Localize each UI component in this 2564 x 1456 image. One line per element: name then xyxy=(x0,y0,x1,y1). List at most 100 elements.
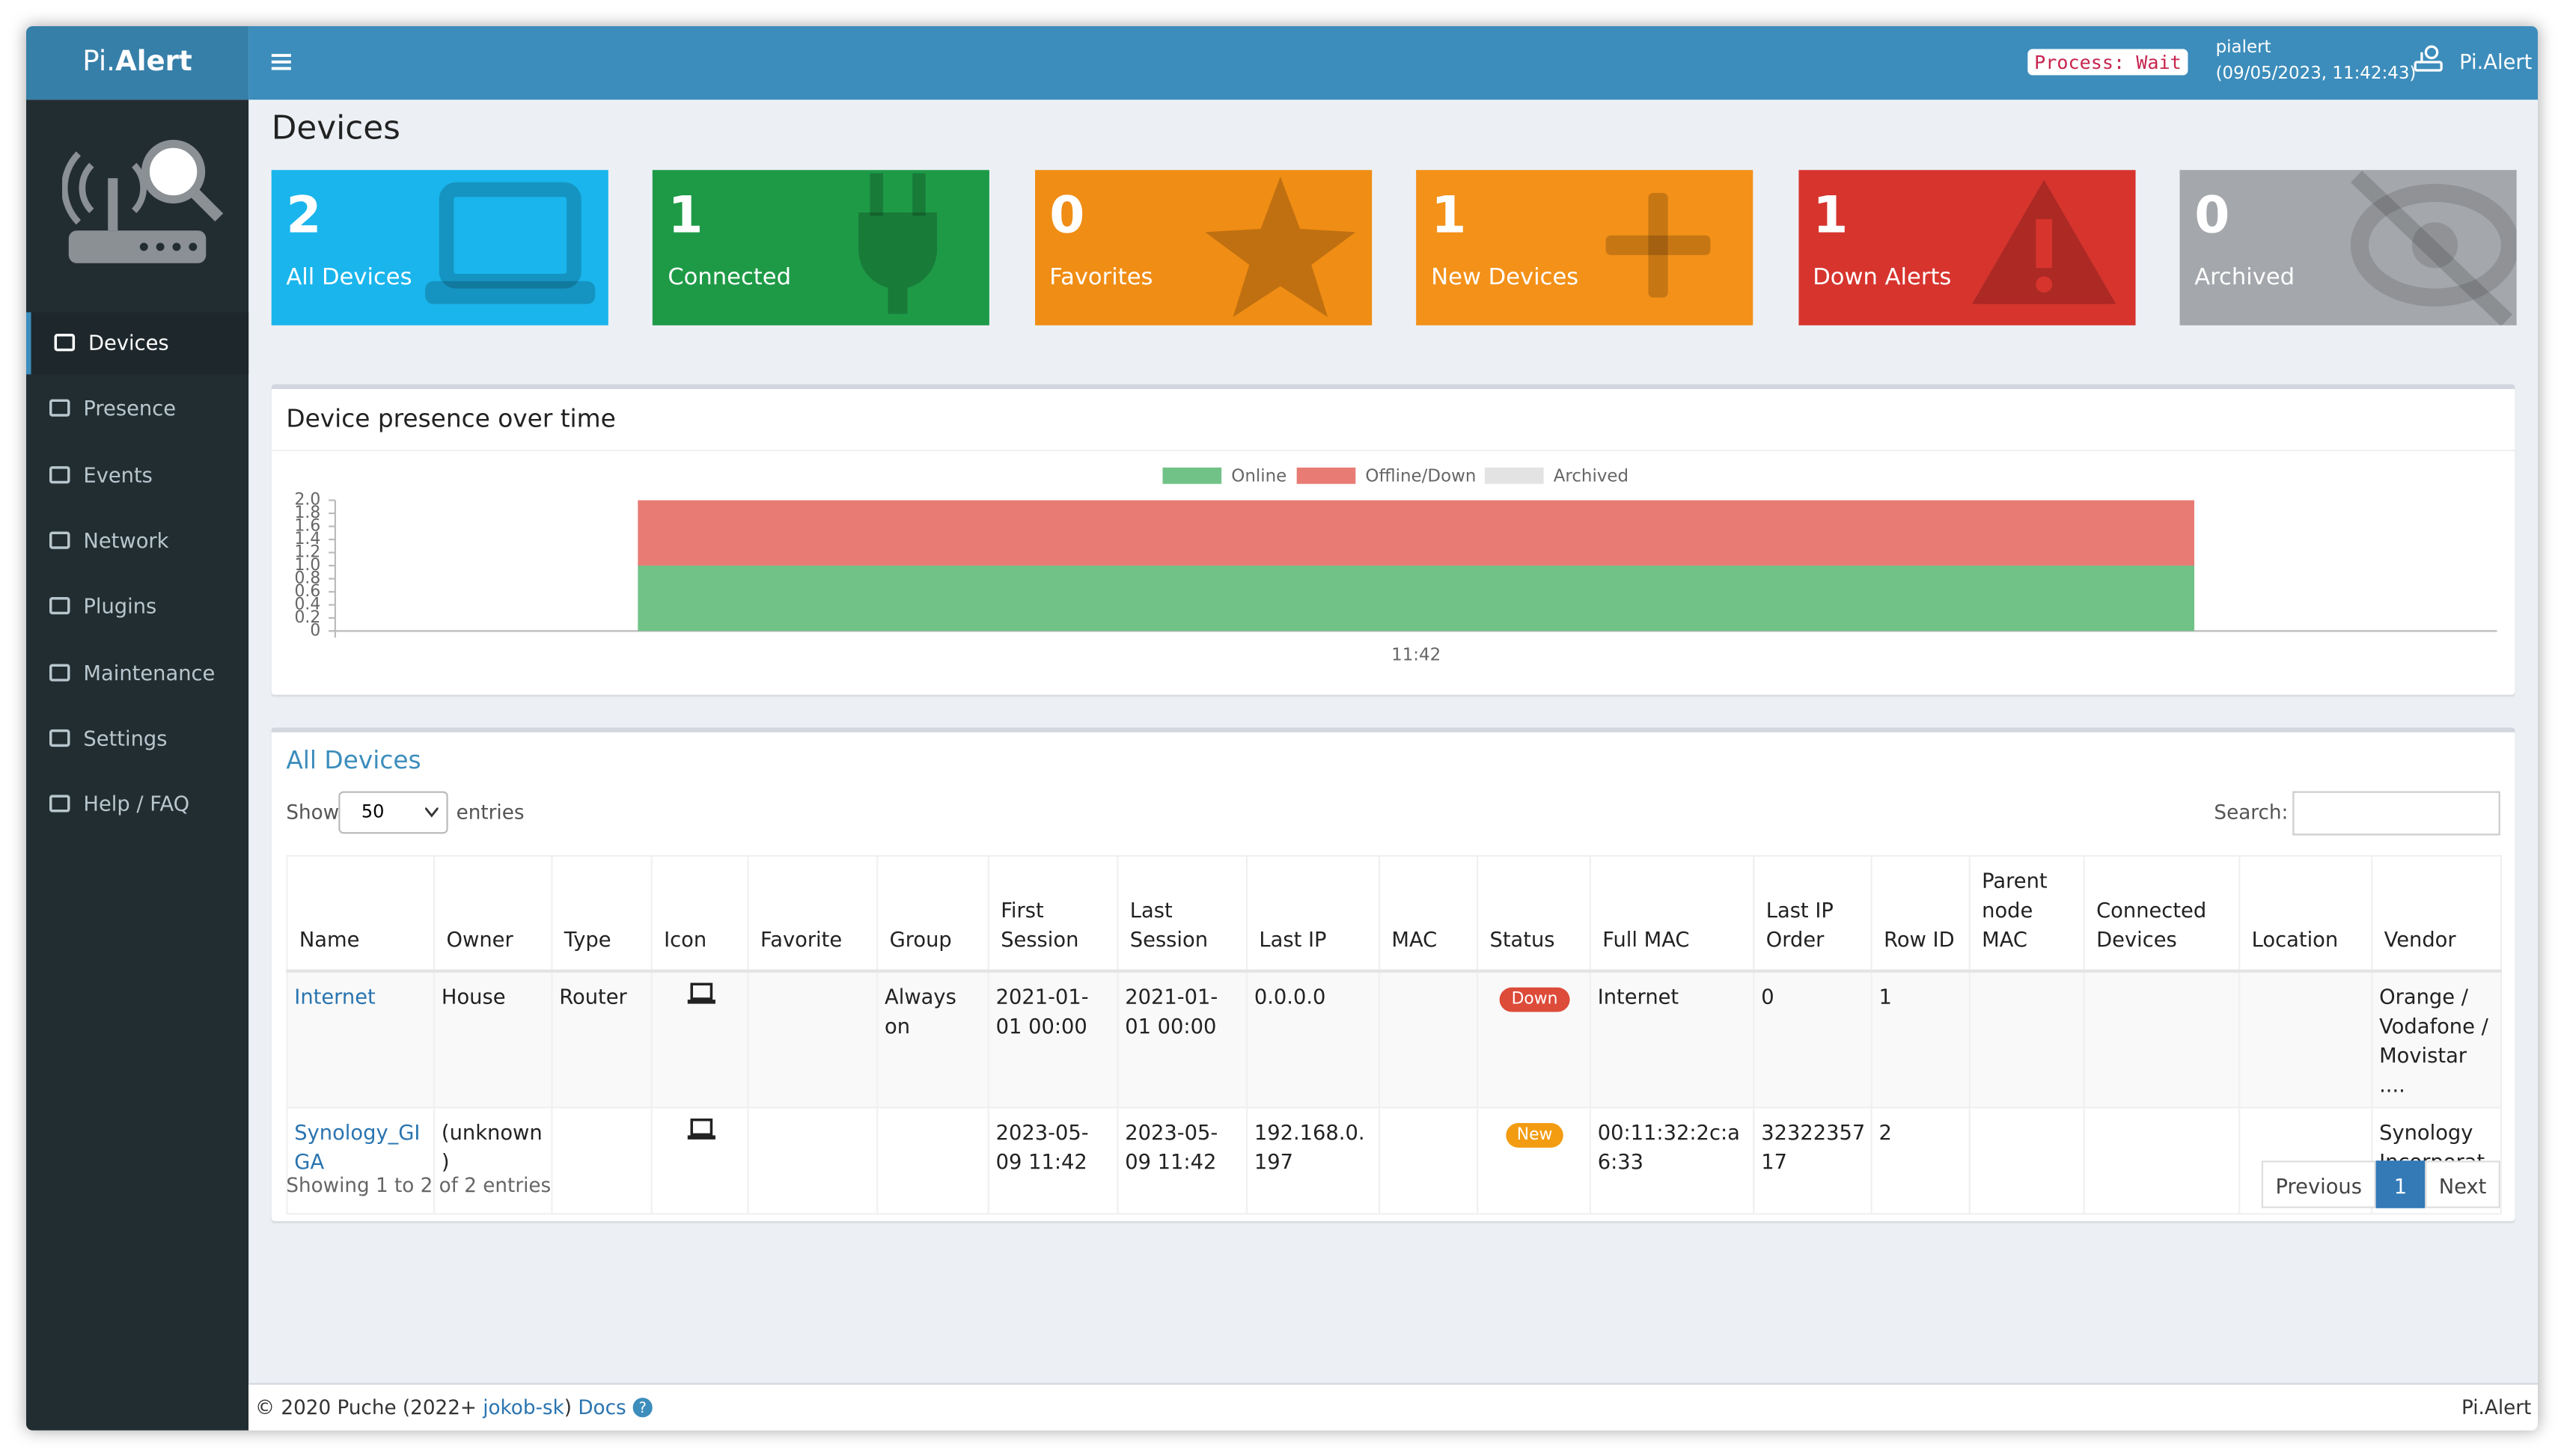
cell-text: 1 xyxy=(1878,984,1892,1009)
stat-tile[interactable]: 1 New Devices xyxy=(1416,170,1753,325)
tile-value: 1 xyxy=(1431,186,1467,245)
chart-title: Device presence over time xyxy=(286,403,616,434)
page-size-select[interactable]: 50 xyxy=(338,791,448,834)
cell-text: Always on xyxy=(885,984,956,1039)
author-link[interactable]: jokob-sk xyxy=(483,1395,564,1419)
device-row: Synology_GIGA (unknown) 2023-05-09 11:42 20… xyxy=(286,1107,2502,1215)
cell: 3232235717 xyxy=(1753,1107,1872,1215)
cell-text: 0.0.0.0 xyxy=(1254,984,1326,1009)
device-link[interactable]: Synology_GIGA xyxy=(294,1119,421,1174)
tile-label: All Devices xyxy=(286,264,412,291)
cell: Internet xyxy=(1589,970,1755,1109)
column-title: Last IP xyxy=(1259,926,1327,952)
menu-item[interactable]: Devices xyxy=(25,312,249,375)
column-title: Last IP Order xyxy=(1765,897,1834,952)
menu-item[interactable]: Settings xyxy=(26,708,248,770)
menu-label: Help / FAQ xyxy=(83,791,190,816)
cell xyxy=(1968,970,2085,1109)
device-row: Internet House Router Always on 2021-01-01 0… xyxy=(286,970,2502,1109)
menu-toggle[interactable] xyxy=(271,52,291,72)
show-label: Show xyxy=(286,801,340,825)
column-header[interactable]: Status xyxy=(1477,854,1591,973)
menu-item[interactable]: Help / FAQ xyxy=(26,774,248,836)
column-title: Parent node MAC xyxy=(1982,868,2048,952)
tile-label: Down Alerts xyxy=(1813,264,1952,291)
y-tick-label: 1.6 xyxy=(295,517,321,536)
cell xyxy=(1968,1107,2085,1215)
page-button[interactable]: 1 xyxy=(2375,1160,2426,1208)
footer: © 2020 Puche (2022+ jokob-sk) Docs ? Pi.… xyxy=(248,1383,2539,1431)
cell xyxy=(1378,970,1479,1109)
device-link[interactable]: Internet xyxy=(294,984,376,1009)
column-header[interactable]: Last Session xyxy=(1117,854,1248,973)
entries-label: entries xyxy=(456,801,525,825)
cell-text: House xyxy=(441,984,506,1009)
menu-item[interactable]: Plugins xyxy=(26,576,248,638)
cell: 2021-01-01 00:00 xyxy=(987,970,1119,1109)
page-button[interactable]: Previous xyxy=(2261,1160,2376,1208)
column-title: Status xyxy=(1489,926,1555,952)
cell: 1 xyxy=(1870,970,1971,1109)
y-tick-label: 1.2 xyxy=(295,543,321,562)
column-title: Type xyxy=(564,926,611,952)
column-title: Full MAC xyxy=(1602,926,1690,952)
y-tick-label: 0.4 xyxy=(295,595,321,614)
y-tick-label: 1.0 xyxy=(295,556,321,575)
cell: 00:11:32:2c:a6:33 xyxy=(1589,1107,1755,1215)
y-tick-label: 0 xyxy=(310,621,320,640)
logo-text: Pi. xyxy=(82,46,116,79)
page-title: Devices xyxy=(271,108,400,147)
column-header[interactable]: Owner xyxy=(433,854,553,973)
menu-label: Network xyxy=(83,527,169,553)
column-header[interactable]: Icon xyxy=(650,854,749,973)
column-header[interactable]: Favorite xyxy=(747,854,879,973)
user-name: pialert xyxy=(2215,37,2271,58)
column-header[interactable]: Full MAC xyxy=(1589,854,1755,973)
page-size: 50 xyxy=(361,801,385,823)
tile-value: 0 xyxy=(1049,186,1085,245)
footer-text: © 2020 Puche (2022+ jokob-sk) Docs ? xyxy=(254,1385,653,1431)
column-header[interactable]: Row ID xyxy=(1870,854,1971,973)
status-badge: New xyxy=(1505,1123,1564,1148)
cell-text: 00:11:32:2c:a6:33 xyxy=(1597,1119,1740,1174)
stat-tile[interactable]: 0 Favorites xyxy=(1034,170,1372,325)
docs-link[interactable]: Docs xyxy=(578,1395,626,1419)
stat-tile[interactable]: 2 All Devices xyxy=(271,170,608,325)
legend-swatch xyxy=(1162,467,1222,484)
cell xyxy=(2238,970,2373,1109)
column-header[interactable]: Parent node MAC xyxy=(1968,854,2085,973)
column-title: Location xyxy=(2251,926,2339,952)
app-name[interactable]: Pi.Alert xyxy=(2459,49,2533,74)
column-header[interactable]: Name xyxy=(286,854,436,973)
menu-item[interactable]: Network xyxy=(26,510,248,572)
page-button[interactable]: Next xyxy=(2425,1160,2500,1208)
logo[interactable]: Pi.Alert xyxy=(25,25,249,100)
cell xyxy=(650,1107,749,1215)
column-header[interactable]: Connected Devices xyxy=(2083,854,2241,973)
cell xyxy=(1378,1107,1479,1215)
column-header[interactable]: Last IP Order xyxy=(1753,854,1872,973)
column-header[interactable]: MAC xyxy=(1378,854,1479,973)
column-header[interactable]: Group xyxy=(876,854,989,973)
column-title: Favorite xyxy=(760,926,843,952)
stat-tile[interactable]: 0 Archived xyxy=(2179,170,2517,325)
cell: New xyxy=(1477,1107,1591,1215)
legend-label: Archived xyxy=(1554,466,1629,486)
stat-tile[interactable]: 1 Connected xyxy=(653,170,990,325)
stat-tile[interactable]: 1 Down Alerts xyxy=(1798,170,2135,325)
cell: Always on xyxy=(876,970,989,1109)
column-header[interactable]: First Session xyxy=(987,854,1119,973)
column-title: Group xyxy=(889,926,952,952)
menu-item[interactable]: Events xyxy=(26,444,248,506)
search-input[interactable] xyxy=(2292,791,2500,836)
column-header[interactable]: Vendor xyxy=(2371,854,2502,973)
menu-label: Plugins xyxy=(83,593,157,619)
menu-item[interactable]: Maintenance xyxy=(26,642,248,704)
tile-label: Connected xyxy=(668,264,792,291)
column-header[interactable]: Location xyxy=(2238,854,2373,973)
cell: 0 xyxy=(1753,970,1872,1109)
menu-item[interactable]: Presence xyxy=(26,378,248,440)
copyright: © 2020 Puche (2022+ xyxy=(254,1395,483,1419)
column-header[interactable]: Last IP xyxy=(1245,854,1381,973)
column-header[interactable]: Type xyxy=(551,854,653,973)
